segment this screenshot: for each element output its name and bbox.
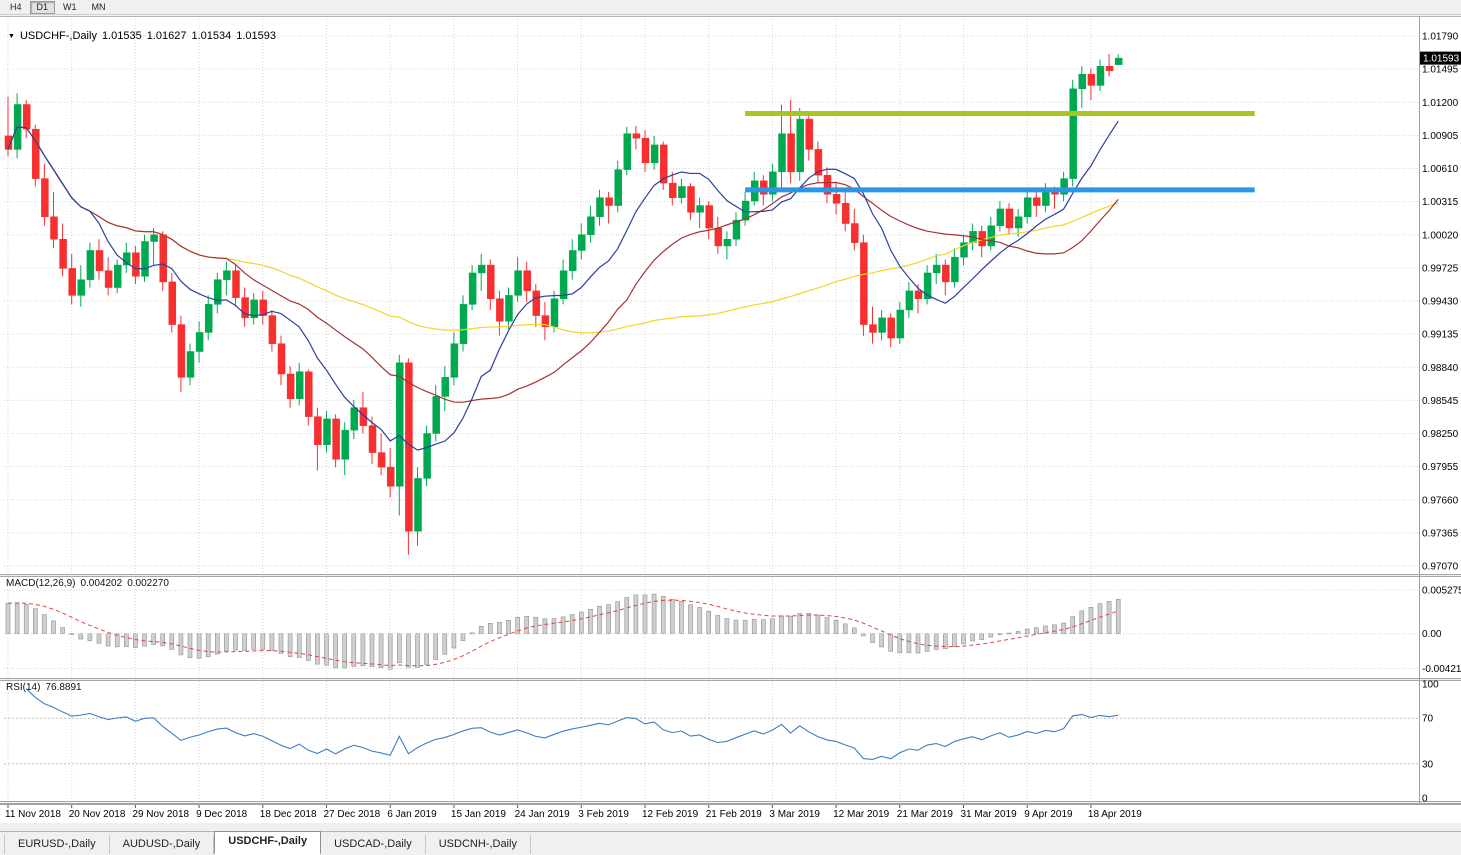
svg-text:0.98250: 0.98250 — [1422, 429, 1459, 440]
svg-text:1.01593: 1.01593 — [1423, 54, 1460, 65]
macd-signal-line — [7, 599, 1119, 667]
svg-text:1.01200: 1.01200 — [1422, 98, 1459, 109]
timeframe-toolbar: H4 D1 W1 MN — [0, 0, 1461, 15]
ohlc-open-value: 1.01535 — [101, 30, 142, 42]
svg-text:1.00315: 1.00315 — [1422, 197, 1459, 208]
svg-text:21 Mar 2019: 21 Mar 2019 — [897, 809, 954, 820]
svg-text:0.99725: 0.99725 — [1422, 263, 1459, 274]
ohlc-low-value: 1.01534 — [191, 30, 232, 42]
svg-text:3 Mar 2019: 3 Mar 2019 — [769, 809, 820, 820]
svg-text:31 Mar 2019: 31 Mar 2019 — [961, 809, 1018, 820]
svg-text:-0.00421: -0.00421 — [1422, 664, 1461, 675]
svg-text:0.005275: 0.005275 — [1422, 586, 1461, 597]
rsi-indicator-label: RSI(14) 76.8891 — [6, 682, 87, 693]
macd-signal-value: 0.002270 — [127, 578, 169, 589]
chart-window[interactable]: 1.01790 1.01495 1.01200 1.00905 1.00610 1.003… — [0, 16, 1461, 823]
price-axis: 1.01790 1.01495 1.01200 1.00905 1.00610 1.003… — [4, 32, 1459, 573]
svg-text:1.00905: 1.00905 — [1422, 131, 1459, 142]
svg-text:0.99430: 0.99430 — [1422, 297, 1459, 308]
svg-text:24 Jan 2019: 24 Jan 2019 — [515, 809, 570, 820]
svg-text:0.97660: 0.97660 — [1422, 495, 1459, 506]
tab-usdchf-daily[interactable]: USDCHF-,Daily — [214, 831, 322, 855]
svg-text:12 Mar 2019: 12 Mar 2019 — [833, 809, 890, 820]
svg-text:29 Nov 2018: 29 Nov 2018 — [132, 809, 189, 820]
svg-text:11 Nov 2018: 11 Nov 2018 — [5, 809, 61, 820]
current-price-tag — [1420, 51, 1461, 65]
tab-eurusd-daily[interactable]: EURUSD-,Daily — [4, 835, 110, 854]
svg-text:100: 100 — [1422, 680, 1439, 691]
svg-text:1.01495: 1.01495 — [1422, 65, 1459, 76]
svg-text:0.00: 0.00 — [1422, 629, 1442, 640]
svg-text:30: 30 — [1422, 759, 1434, 770]
svg-text:0.97955: 0.97955 — [1422, 462, 1459, 473]
candles-layer — [4, 53, 1123, 555]
svg-text:18 Dec 2018: 18 Dec 2018 — [260, 809, 317, 820]
svg-text:1.00610: 1.00610 — [1422, 164, 1459, 175]
svg-text:20 Nov 2018: 20 Nov 2018 — [69, 809, 126, 820]
timeframe-d1-button[interactable]: D1 — [29, 0, 56, 14]
macd-histogram — [5, 593, 1121, 670]
chart-dropdown-icon[interactable]: ▼ — [8, 33, 15, 40]
timeframe-w1-button[interactable]: W1 — [56, 1, 84, 14]
svg-text:21 Feb 2019: 21 Feb 2019 — [706, 809, 763, 820]
svg-text:15 Jan 2019: 15 Jan 2019 — [451, 809, 506, 820]
svg-text:3 Feb 2019: 3 Feb 2019 — [578, 809, 629, 820]
timeframe-mn-button[interactable]: MN — [85, 1, 113, 14]
chart-symbol-label: USDCHF-,Daily — [19, 30, 97, 42]
ohlc-close-value: 1.01593 — [236, 30, 276, 42]
svg-text:1.01790: 1.01790 — [1422, 32, 1459, 43]
svg-text:0.97070: 0.97070 — [1422, 562, 1459, 573]
svg-text:9 Apr 2019: 9 Apr 2019 — [1024, 809, 1073, 820]
svg-text:12 Feb 2019: 12 Feb 2019 — [642, 809, 699, 820]
macd-name: MACD(12,26,9) — [6, 578, 76, 589]
svg-text:0.97365: 0.97365 — [1422, 528, 1459, 539]
chart-ohlc-header: ▼ USDCHF-,Daily 1.01535 1.01627 1.01534 1.015… — [8, 30, 281, 42]
rsi-name: RSI(14) — [6, 682, 41, 693]
svg-text:0.98840: 0.98840 — [1422, 363, 1459, 374]
candlestick-chart[interactable]: 1.01790 1.01495 1.01200 1.00905 1.00610 1.003… — [0, 17, 1461, 823]
tab-audusd-daily[interactable]: AUDUSD-,Daily — [110, 835, 215, 854]
symbol-tab-bar: EURUSD-,Daily AUDUSD-,Daily USDCHF-,Dail… — [0, 831, 1461, 855]
macd-indicator-label: MACD(12,26,9) 0.004202 0.002270 — [6, 578, 174, 589]
vertical-gridlines — [7, 19, 1092, 801]
tab-usdcad-daily[interactable]: USDCAD-,Daily — [321, 835, 426, 854]
svg-text:27 Dec 2018: 27 Dec 2018 — [324, 809, 381, 820]
ma-25-line — [7, 126, 1119, 403]
ma-10-line — [7, 120, 1119, 451]
svg-text:0.98545: 0.98545 — [1422, 396, 1459, 407]
svg-text:0.99135: 0.99135 — [1422, 330, 1459, 341]
svg-text:0: 0 — [1422, 794, 1428, 805]
svg-text:18 Apr 2019: 18 Apr 2019 — [1088, 809, 1142, 820]
rsi-line — [25, 688, 1119, 760]
date-axis: 11 Nov 2018 20 Nov 2018 29 Nov 2018 9 Dec 2… — [5, 805, 1142, 820]
timeframe-h4-button[interactable]: H4 — [3, 1, 29, 14]
ohlc-high-value: 1.01627 — [146, 30, 187, 42]
rsi-value: 76.8891 — [45, 682, 82, 693]
svg-text:9 Dec 2018: 9 Dec 2018 — [196, 809, 248, 820]
tab-usdcnh-daily[interactable]: USDCNH-,Daily — [426, 835, 531, 854]
svg-text:6 Jan 2019: 6 Jan 2019 — [387, 809, 437, 820]
svg-text:1.00020: 1.00020 — [1422, 230, 1459, 241]
svg-text:70: 70 — [1422, 714, 1434, 725]
macd-main-value: 0.004202 — [80, 578, 123, 589]
